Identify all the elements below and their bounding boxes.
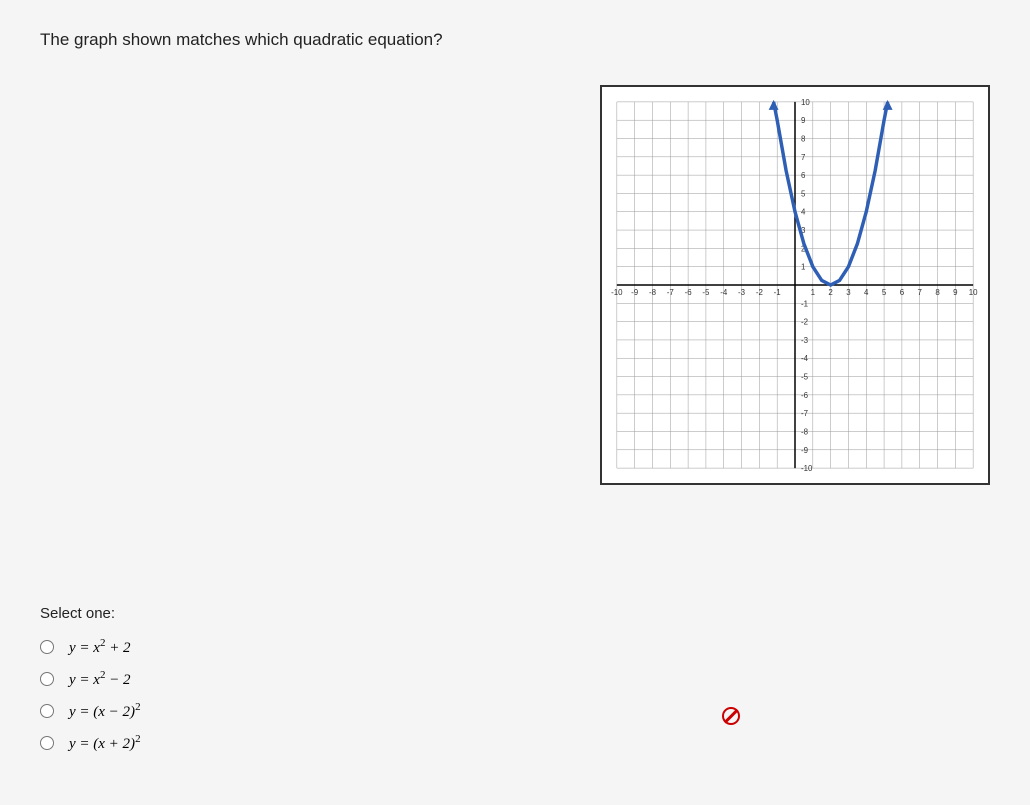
svg-text:1: 1 xyxy=(811,288,816,297)
answer-radio[interactable] xyxy=(40,640,54,654)
svg-text:4: 4 xyxy=(801,208,806,217)
svg-text:5: 5 xyxy=(801,189,806,198)
equation-text: y = x2 + 2 xyxy=(69,637,131,657)
svg-text:6: 6 xyxy=(801,171,806,180)
equation-text: y = x2 − 2 xyxy=(69,669,131,689)
svg-text:-8: -8 xyxy=(649,288,657,297)
svg-text:-10: -10 xyxy=(611,288,623,297)
equation-text: y = (x + 2)2 xyxy=(69,733,141,753)
svg-text:7: 7 xyxy=(801,153,805,162)
svg-text:-8: -8 xyxy=(801,427,809,436)
svg-text:10: 10 xyxy=(801,98,810,107)
svg-text:-7: -7 xyxy=(667,288,674,297)
svg-text:10: 10 xyxy=(969,288,978,297)
svg-text:5: 5 xyxy=(882,288,887,297)
answer-option[interactable]: y = x2 + 2 xyxy=(40,637,141,657)
svg-text:9: 9 xyxy=(801,116,806,125)
equation-text: y = (x − 2)2 xyxy=(69,701,141,721)
svg-text:8: 8 xyxy=(935,288,940,297)
answer-radio[interactable] xyxy=(40,736,54,750)
svg-text:-1: -1 xyxy=(801,299,809,308)
svg-text:1: 1 xyxy=(801,263,806,272)
answer-radio[interactable] xyxy=(40,704,54,718)
svg-text:-3: -3 xyxy=(738,288,746,297)
select-one-label: Select one: xyxy=(40,605,141,622)
svg-text:2: 2 xyxy=(828,288,832,297)
svg-text:-5: -5 xyxy=(801,373,809,382)
svg-text:-5: -5 xyxy=(702,288,710,297)
svg-text:7: 7 xyxy=(918,288,922,297)
svg-text:-4: -4 xyxy=(801,354,809,363)
svg-text:9: 9 xyxy=(953,288,958,297)
answer-option[interactable]: y = (x − 2)2 xyxy=(40,701,141,721)
svg-text:-2: -2 xyxy=(801,318,808,327)
svg-text:6: 6 xyxy=(900,288,905,297)
svg-text:-2: -2 xyxy=(756,288,763,297)
svg-text:-3: -3 xyxy=(801,336,809,345)
answers-section: Select one: y = x2 + 2 y = x2 − 2 y = (x −… xyxy=(40,605,141,765)
svg-text:-6: -6 xyxy=(801,391,809,400)
answer-radio[interactable] xyxy=(40,672,54,686)
svg-text:-9: -9 xyxy=(801,446,809,455)
answer-option[interactable]: y = (x + 2)2 xyxy=(40,733,141,753)
svg-text:-7: -7 xyxy=(801,409,808,418)
svg-text:-4: -4 xyxy=(720,288,728,297)
svg-text:-9: -9 xyxy=(631,288,639,297)
svg-text:-6: -6 xyxy=(685,288,693,297)
svg-text:8: 8 xyxy=(801,134,806,143)
svg-text:-10: -10 xyxy=(801,464,813,473)
no-entry-icon xyxy=(722,707,740,725)
svg-text:4: 4 xyxy=(864,288,869,297)
graph-chart: -10-9-8-7-6-5-4-3-2-112345678910-10-9-8-… xyxy=(600,85,990,485)
svg-text:3: 3 xyxy=(846,288,851,297)
question-text: The graph shown matches which quadratic … xyxy=(40,30,990,50)
answer-option[interactable]: y = x2 − 2 xyxy=(40,669,141,689)
svg-text:-1: -1 xyxy=(774,288,782,297)
